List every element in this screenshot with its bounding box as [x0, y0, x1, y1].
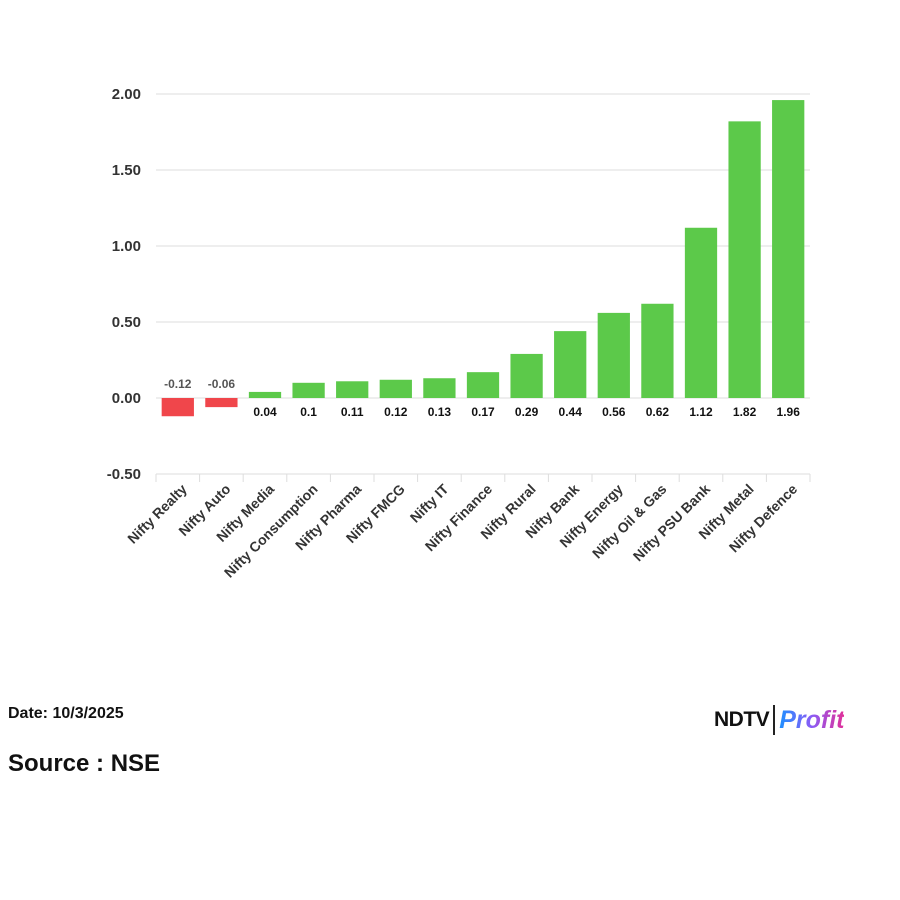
bar [554, 331, 587, 398]
bar [205, 398, 238, 408]
data-label: -0.06 [208, 377, 236, 391]
y-tick-label: 0.00 [112, 390, 141, 407]
data-label: 0.62 [646, 405, 670, 419]
y-tick-label: 0.50 [112, 314, 141, 331]
data-label: 1.12 [689, 405, 713, 419]
bar [510, 353, 543, 398]
data-label: -0.12 [164, 377, 192, 391]
y-tick-label: 2.00 [112, 86, 141, 103]
data-label: 1.82 [733, 405, 757, 419]
data-label: 0.56 [602, 405, 626, 419]
data-label: 0.44 [559, 405, 583, 419]
data-labels: -0.12 -0.06 0.04 0.1 0.11 0.12 0.13 0.17 0.29 0.4… [164, 377, 800, 419]
category-label: Nifty Oil & Gas [589, 481, 670, 562]
logo-ndtv: NDTV [714, 708, 770, 731]
bar [684, 227, 718, 398]
bar [292, 382, 325, 398]
bar [728, 121, 761, 399]
bar [248, 391, 282, 398]
bar [336, 381, 369, 398]
date-text: Date: 10/3/2025 [8, 705, 124, 722]
data-label: 0.13 [428, 405, 452, 419]
bar [597, 312, 630, 398]
logo-profit: Profit [779, 705, 845, 734]
category-label: Nifty PSU Bank [630, 481, 714, 565]
y-axis-ticks: -0.50 0.00 0.50 1.00 1.50 2.00 [107, 86, 141, 483]
y-tick-label: 1.00 [112, 238, 141, 255]
category-label: Nifty Realty [124, 481, 190, 547]
data-label: 1.96 [777, 405, 801, 419]
ndtv-profit-logo: NDTV Profit [714, 702, 844, 738]
data-label: 0.11 [341, 405, 364, 419]
bar [379, 379, 412, 398]
data-label: 0.12 [384, 405, 408, 419]
y-tick-label: 1.50 [112, 162, 141, 179]
bar [423, 378, 456, 398]
bars [161, 100, 805, 417]
source-text: Source : NSE [8, 750, 161, 777]
data-label: 0.29 [515, 405, 539, 419]
data-label: 0.04 [253, 405, 277, 419]
bar [466, 372, 500, 398]
bar [641, 303, 674, 398]
bar [161, 398, 194, 417]
logo-separator [773, 705, 776, 735]
bar [772, 100, 805, 398]
data-label: 0.1 [300, 405, 317, 419]
data-label: 0.17 [471, 405, 495, 419]
y-tick-label: -0.50 [107, 466, 141, 483]
